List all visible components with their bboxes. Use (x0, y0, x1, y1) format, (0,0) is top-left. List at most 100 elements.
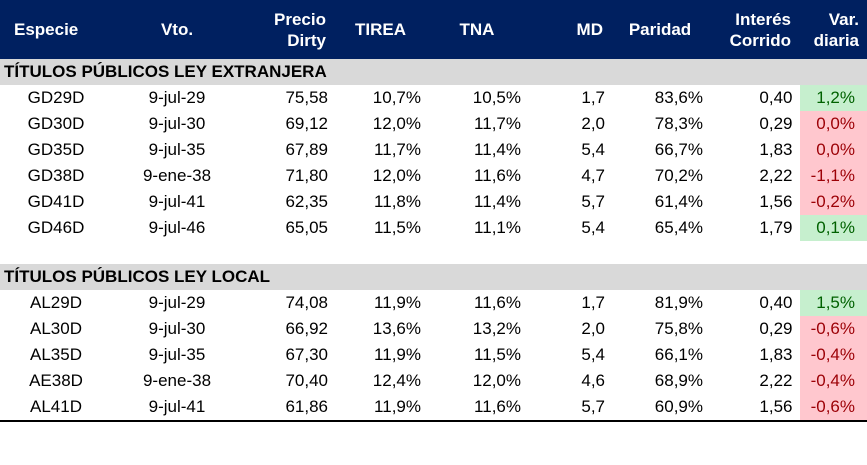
table-row: AL30D 9-jul-30 66,92 13,6% 13,2% 2,0 75,8% 0,29… (0, 316, 867, 342)
cell-precio: 65,05 (285, 218, 328, 237)
cell-md: 2,0 (581, 114, 605, 133)
cell-paridad: 66,1% (654, 345, 703, 364)
cell-precio: 70,40 (285, 371, 328, 390)
cell-tirea: 12,0% (372, 166, 421, 185)
cell-especie: GD35D (27, 140, 85, 159)
cell-paridad: 68,9% (654, 371, 703, 390)
cell-interes: 0,40 (759, 88, 793, 107)
cell-interes: 1,56 (759, 192, 793, 211)
cell-paridad: 83,6% (654, 88, 703, 107)
cell-md: 5,4 (581, 218, 605, 237)
cell-precio: 74,08 (285, 293, 328, 312)
cell-vto: 9-jul-41 (148, 192, 206, 211)
table-row: AL41D 9-jul-41 61,86 11,9% 11,6% 5,7 60,9% 1,56… (0, 394, 867, 422)
table-row: AL29D 9-jul-29 74,08 11,9% 11,6% 1,7 81,9% 0,40… (0, 290, 867, 316)
table-row: GD30D 9-jul-30 69,12 12,0% 11,7% 2,0 78,3% 0,29… (0, 111, 867, 137)
cell-tna: 13,2% (472, 319, 521, 338)
section-title: TÍTULOS PÚBLICOS LEY LOCAL (0, 264, 867, 290)
cell-tna: 12,0% (472, 371, 521, 390)
table-row: GD46D 9-jul-46 65,05 11,5% 11,1% 5,4 65,4% 1,79… (0, 215, 867, 241)
table-row: GD35D 9-jul-35 67,89 11,7% 11,4% 5,4 66,7% 1,83… (0, 137, 867, 163)
cell-especie: AE38D (29, 371, 83, 390)
spacer-cell (0, 241, 867, 264)
cell-paridad: 61,4% (654, 192, 703, 211)
cell-interes: 1,56 (709, 394, 799, 422)
cell-paridad: 65,4% (654, 218, 703, 237)
cell-interes: 2,22 (759, 166, 793, 185)
table-row: GD38D 9-ene-38 71,80 12,0% 11,6% 4,7 70,2% 2,22… (0, 163, 867, 189)
table-body: TÍTULOS PÚBLICOS LEY EXTRANJERA GD29D 9-ju… (0, 59, 867, 422)
cell-paridad: 70,2% (654, 166, 703, 185)
table-row: GD41D 9-jul-41 62,35 11,8% 11,4% 5,7 61,4% 1,56… (0, 189, 867, 215)
cell-interes: 0,29 (759, 319, 793, 338)
cell-vto: 9-jul-29 (148, 293, 206, 312)
cell-var: 0,0% (798, 137, 867, 163)
cell-precio: 66,92 (285, 319, 328, 338)
cell-var: -0,6% (798, 394, 867, 422)
header-especie: Especie (0, 0, 118, 59)
cell-tirea: 11,9% (374, 293, 421, 312)
cell-interes: 2,22 (759, 371, 793, 390)
cell-paridad: 75,8% (654, 319, 703, 338)
cell-precio: 67,89 (285, 140, 328, 159)
cell-tna: 11,5% (474, 345, 521, 364)
cell-especie: AL41D (0, 394, 118, 422)
table-row: AE38D 9-ene-38 70,40 12,4% 12,0% 4,6 68,9% 2,22… (0, 368, 867, 394)
cell-md: 5,4 (581, 345, 605, 364)
table-row: AL35D 9-jul-35 67,30 11,9% 11,5% 5,4 66,1% 1,83… (0, 342, 867, 368)
cell-vto: 9-jul-46 (148, 218, 206, 237)
cell-tna: 11,4% (474, 140, 521, 159)
cell-tirea: 11,9% (334, 394, 427, 422)
cell-tirea: 10,7% (372, 88, 421, 107)
cell-tna: 11,4% (474, 192, 521, 211)
cell-precio: 71,80 (285, 166, 328, 185)
cell-precio: 75,58 (285, 88, 328, 107)
section-spacer (0, 241, 867, 264)
header-vto: Vto. (118, 0, 236, 59)
cell-var: 1,5% (798, 290, 867, 316)
cell-tirea: 11,5% (374, 218, 421, 237)
cell-var: -0,4% (798, 342, 867, 368)
header-row: Especie Vto. Precio Dirty TIREA TNA MD P… (0, 0, 867, 59)
cell-md: 1,7 (581, 293, 605, 312)
header-var-diaria: Var. diaria (799, 0, 867, 59)
cell-vto: 9-jul-30 (148, 114, 206, 133)
header-paridad: Paridad (611, 0, 709, 59)
cell-var: -0,4% (798, 368, 867, 394)
cell-vto: 9-ene-38 (142, 166, 212, 185)
cell-vto: 9-jul-41 (118, 394, 236, 422)
cell-tna: 10,5% (472, 88, 521, 107)
cell-md: 4,6 (581, 371, 605, 390)
cell-interes: 0,40 (759, 293, 793, 312)
cell-md: 4,7 (581, 166, 605, 185)
cell-especie: AL30D (30, 319, 82, 338)
cell-md: 5,7 (581, 192, 605, 211)
cell-tirea: 11,7% (374, 140, 421, 159)
table-row: GD29D 9-jul-29 75,58 10,7% 10,5% 1,7 83,6% 0,40… (0, 85, 867, 111)
cell-tna: 11,6% (474, 293, 521, 312)
cell-vto: 9-jul-30 (148, 319, 206, 338)
cell-md: 2,0 (581, 319, 605, 338)
cell-precio: 67,30 (285, 345, 328, 364)
cell-tirea: 12,4% (372, 371, 421, 390)
cell-paridad: 66,7% (654, 140, 703, 159)
cell-precio: 61,86 (236, 394, 334, 422)
cell-tna: 11,1% (474, 218, 521, 237)
cell-especie: AL35D (30, 345, 82, 364)
cell-especie: GD38D (27, 166, 85, 185)
cell-var: -0,6% (798, 316, 867, 342)
cell-paridad: 81,9% (654, 293, 703, 312)
cell-tirea: 11,9% (374, 345, 421, 364)
cell-especie: AL29D (30, 293, 82, 312)
header-precio-dirty: Precio Dirty (236, 0, 334, 59)
cell-vto: 9-jul-29 (148, 88, 206, 107)
header-tirea: TIREA (334, 0, 427, 59)
header-interes-corrido: Interés Corrido (709, 0, 799, 59)
cell-var: -0,2% (798, 189, 867, 215)
cell-tirea: 12,0% (372, 114, 421, 133)
cell-tirea: 13,6% (372, 319, 421, 338)
section-header-row: TÍTULOS PÚBLICOS LEY LOCAL (0, 264, 867, 290)
header-tna: TNA (427, 0, 527, 59)
cell-especie: GD29D (27, 88, 85, 107)
cell-paridad: 78,3% (654, 114, 703, 133)
